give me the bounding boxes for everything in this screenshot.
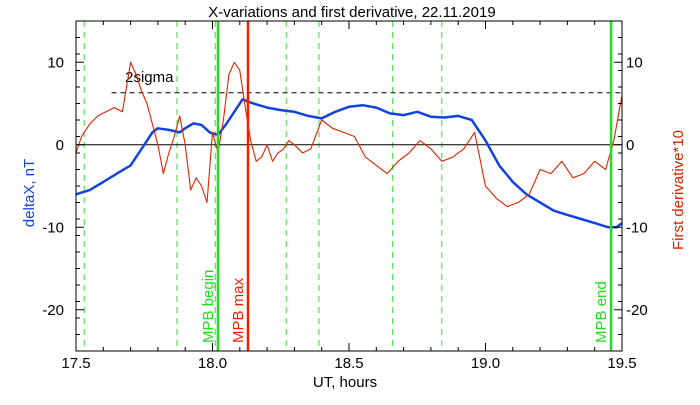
x-tick-label: 17.5 [61,355,90,372]
threshold-label: 2sigma [125,69,174,86]
x-tick-label: 18.0 [198,355,227,372]
y-axis-left-label: deltaX, nT [21,159,38,227]
y-axis-right-label: First derivative*10 [670,130,687,250]
y-tick-label-left: 0 [56,137,64,154]
marker-label: MPB max [230,277,247,343]
x-axis-label: UT, hours [313,374,377,391]
series-line-deltax [75,98,623,229]
y-tick-label-left: 10 [47,54,64,71]
y-tick-label-left: -10 [42,219,64,236]
y-tick-label-right: 0 [626,137,634,154]
y-tick-label-right: 10 [626,54,643,71]
marker-label: MPB begin [200,270,217,343]
marker-label: MPB end [593,281,610,343]
y-tick-label-right: -10 [626,219,648,236]
x-tick-label: 19.0 [471,355,500,372]
x-tick-label: 19.5 [607,355,636,372]
x-tick-label: 18.5 [334,355,363,372]
y-tick-label-left: -20 [42,302,64,319]
series-line-derivative [75,61,623,208]
y-tick-label-right: -20 [626,302,648,319]
chart-title: X-variations and first derivative, 22.11… [208,4,495,21]
